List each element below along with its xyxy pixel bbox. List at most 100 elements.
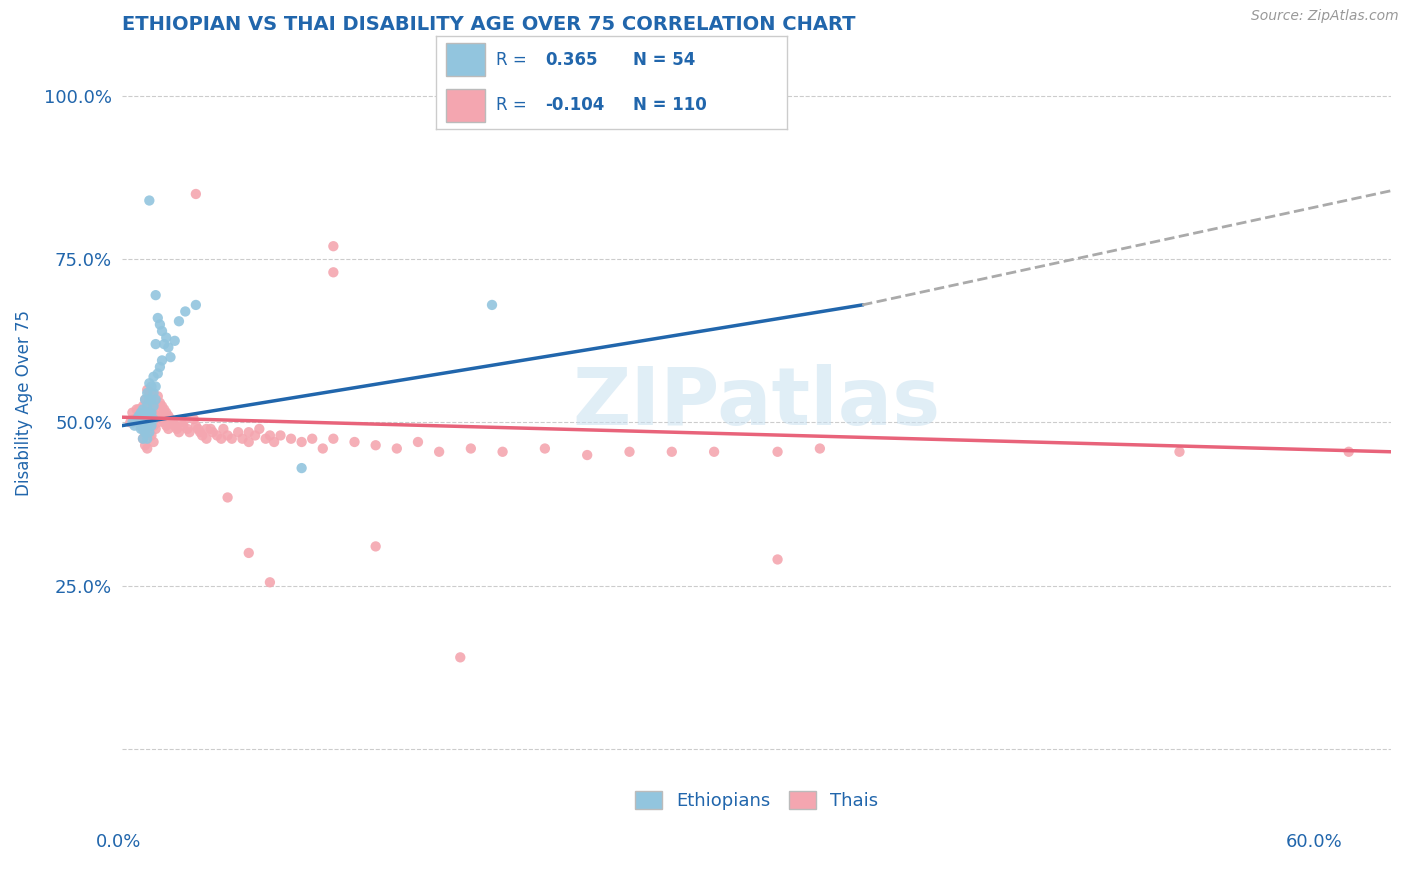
Point [166, 422, 188, 436]
Point [703, 444, 725, 458]
Point [150, 324, 173, 338]
Point [766, 444, 789, 458]
Point [138, 428, 160, 442]
Point [125, 412, 148, 426]
Point [183, 412, 205, 426]
Point [142, 435, 165, 450]
FancyBboxPatch shape [447, 89, 485, 122]
Point [195, 432, 218, 446]
Point [136, 412, 159, 426]
Point [132, 422, 155, 436]
Point [449, 650, 471, 665]
Point [129, 409, 152, 423]
Text: N = 54: N = 54 [633, 51, 695, 69]
Point [247, 422, 270, 436]
Point [129, 416, 152, 430]
Point [766, 552, 789, 566]
Point [226, 425, 249, 440]
Point [138, 194, 160, 208]
Point [263, 435, 285, 450]
Point [146, 310, 169, 325]
Point [162, 416, 184, 430]
Point [322, 265, 344, 279]
Point [155, 406, 177, 420]
Point [145, 392, 167, 407]
Point [145, 409, 167, 423]
Point [138, 376, 160, 391]
Point [238, 435, 260, 450]
Point [141, 416, 163, 430]
Point [155, 418, 177, 433]
Point [136, 418, 159, 433]
Point [200, 422, 222, 436]
Point [174, 412, 197, 426]
Point [129, 412, 152, 426]
Point [136, 383, 159, 397]
Point [134, 406, 156, 420]
Point [125, 402, 148, 417]
Point [138, 406, 160, 420]
Point [132, 432, 155, 446]
Point [138, 402, 160, 417]
Point [142, 399, 165, 413]
Point [184, 418, 207, 433]
Point [157, 422, 180, 436]
Point [129, 406, 152, 420]
Point [129, 418, 152, 433]
Point [269, 428, 291, 442]
Point [172, 418, 194, 433]
Point [238, 425, 260, 440]
Point [1168, 444, 1191, 458]
Point [146, 389, 169, 403]
Y-axis label: Disability Age Over 75: Disability Age Over 75 [15, 310, 32, 496]
Point [134, 425, 156, 440]
Point [136, 399, 159, 413]
Point [254, 432, 277, 446]
Point [188, 425, 211, 440]
Point [132, 412, 155, 426]
Point [142, 412, 165, 426]
Point [221, 432, 243, 446]
Point [141, 418, 163, 433]
Text: -0.104: -0.104 [546, 96, 605, 114]
Point [481, 298, 503, 312]
Point [142, 392, 165, 407]
Point [406, 435, 429, 450]
Point [661, 444, 683, 458]
Point [138, 392, 160, 407]
Point [120, 416, 142, 430]
Point [534, 442, 557, 456]
Point [155, 330, 177, 344]
Point [142, 369, 165, 384]
Point [291, 461, 314, 475]
Point [136, 432, 159, 446]
Point [159, 350, 181, 364]
Text: ZIPatlas: ZIPatlas [572, 364, 941, 442]
Point [184, 298, 207, 312]
Point [170, 416, 193, 430]
Point [136, 409, 159, 423]
Point [138, 425, 160, 440]
Point [259, 428, 281, 442]
Point [174, 304, 197, 318]
Point [163, 418, 186, 433]
Point [146, 402, 169, 417]
Point [243, 428, 266, 442]
Point [134, 438, 156, 452]
Point [808, 442, 831, 456]
Point [134, 416, 156, 430]
Point [280, 432, 302, 446]
Point [141, 406, 163, 420]
Point [231, 432, 253, 446]
Point [184, 186, 207, 201]
Text: R =: R = [496, 96, 526, 114]
Point [142, 406, 165, 420]
Point [191, 428, 214, 442]
Point [149, 409, 172, 423]
Point [150, 353, 173, 368]
Point [364, 540, 387, 554]
Point [121, 406, 143, 420]
Point [128, 409, 150, 423]
Point [301, 432, 323, 446]
Legend: Ethiopians, Thais: Ethiopians, Thais [627, 783, 886, 817]
